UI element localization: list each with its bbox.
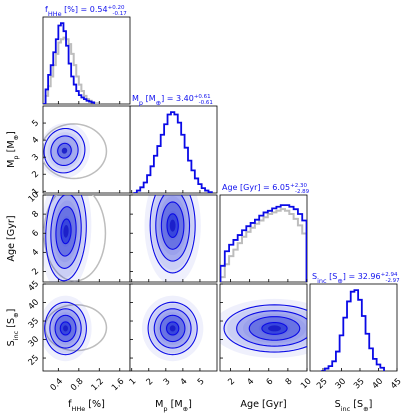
xtick-label-sinc-0: 25 <box>314 376 329 391</box>
core-fhhe-sinc <box>63 325 68 332</box>
xtick-label-mp-1: 2 <box>144 376 155 387</box>
density-mp-age <box>144 195 201 282</box>
x-axis-label-mp: Mp [M⊕] <box>155 399 192 413</box>
y-axis-label-age: Age [Gyr] <box>6 215 17 261</box>
hist-frame-age <box>219 194 308 283</box>
frame-mp-age <box>129 194 218 283</box>
xtick-label-age-2: 6 <box>264 376 275 387</box>
ytick-label-sinc-1: 30 <box>26 334 41 349</box>
shade-mp-age-0 <box>144 195 201 282</box>
xtick-label-mp-4: 5 <box>195 376 206 387</box>
secondary-contour-fhhe-mp <box>43 123 108 180</box>
xtick-label-sinc-4: 45 <box>388 376 403 391</box>
xtick-label-sinc-2: 35 <box>351 376 366 391</box>
ytick-label-sinc-3: 40 <box>26 297 41 312</box>
xtick-label-age-4: 10 <box>298 376 313 391</box>
hist-main-mp <box>133 111 213 193</box>
y-axis-label-sinc: Sinc [S⊕] <box>6 309 20 347</box>
x-axis-label-sinc: Sinc [S⊕] <box>335 399 373 413</box>
density-age-sinc <box>220 298 307 358</box>
xtick-label-mp-2: 3 <box>161 376 172 387</box>
xtick-label-mp-3: 4 <box>178 376 189 387</box>
ytick-label-age-3: 8 <box>30 208 41 219</box>
core-fhhe-mp <box>61 147 68 154</box>
xtick-label-sinc-3: 40 <box>370 376 385 391</box>
hist-main-age <box>220 204 307 282</box>
core-age-sinc <box>268 325 281 332</box>
ytick-label-sinc-4: 45 <box>26 278 41 293</box>
core-mp-sinc <box>169 325 176 332</box>
xtick-label-age-3: 8 <box>283 376 294 387</box>
y-axis-label-mp: Mp [M⊕] <box>6 131 20 168</box>
xtick-label-age-1: 4 <box>245 376 256 387</box>
ytick-label-sinc-0: 25 <box>26 352 41 367</box>
ytick-label-mp-3: 4 <box>30 134 41 145</box>
ytick-label-mp-1: 2 <box>30 169 41 180</box>
xtick-label-sinc-1: 30 <box>333 376 348 391</box>
xtick-label-fhhe-0: 0.4 <box>48 376 64 392</box>
hist-secondary-fhhe <box>43 36 101 104</box>
ytick-label-sinc-2: 35 <box>26 315 41 330</box>
hist-frame-mp <box>129 105 218 194</box>
hist-main-fhhe <box>43 22 96 104</box>
ytick-label-mp-0: 1 <box>30 186 41 197</box>
hist-frame-sinc <box>309 283 398 372</box>
title-fhhe: fHHe [%] = 0.54+0.20 -0.17 <box>45 5 127 18</box>
hist-main-sinc <box>321 289 385 371</box>
xtick-label-fhhe-2: 1.2 <box>89 376 105 392</box>
ytick-label-age-0: 2 <box>30 266 41 277</box>
density-mp-sinc <box>141 295 204 362</box>
ytick-label-age-1: 4 <box>30 247 41 258</box>
hist-secondary-age <box>220 208 307 282</box>
density-fhhe-sinc <box>43 295 108 362</box>
xtick-label-age-0: 2 <box>226 376 237 387</box>
x-axis-label-age: Age [Gyr] <box>240 399 286 410</box>
x-axis-label-fhhe: fHHe [%] <box>68 399 105 413</box>
ytick-label-age-2: 6 <box>30 228 41 239</box>
title-mp: Mp [M⊕] = 3.40+0.61 -0.61 <box>132 94 213 107</box>
ytick-label-mp-2: 3 <box>30 152 41 163</box>
xtick-label-fhhe-3: 1.6 <box>109 376 125 392</box>
ytick-label-mp-4: 5 <box>30 117 41 128</box>
density-fhhe-mp <box>43 122 108 180</box>
title-age: Age [Gyr] = 6.05+2.30 -2.89 <box>222 183 310 195</box>
title-sinc: Sinc [S⊕] = 32.96+2.94 -2.97 <box>312 272 400 285</box>
xtick-label-mp-0: 1 <box>127 376 138 387</box>
xtick-label-fhhe-1: 0.8 <box>68 376 84 392</box>
core-mp-age <box>169 219 176 232</box>
core-fhhe-age <box>63 225 69 238</box>
